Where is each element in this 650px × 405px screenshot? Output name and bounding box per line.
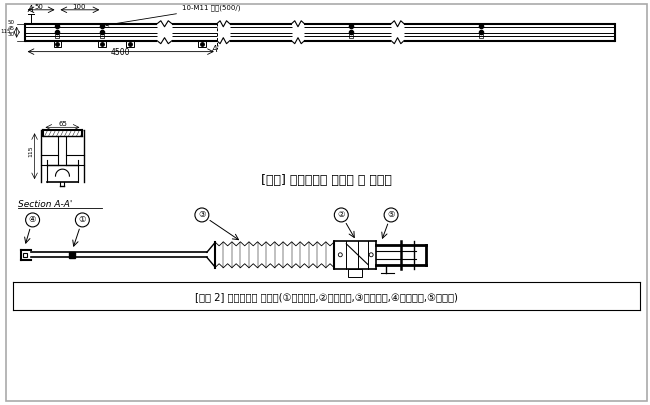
Text: [그림] 강체전차선 평면도 및 단면도: [그림] 강체전차선 평면도 및 단면도 [261,174,392,187]
Text: 10-M11 볼트(500/): 10-M11 볼트(500/) [106,5,240,26]
Bar [478,34,483,38]
Text: ③: ③ [198,211,205,220]
Circle shape [195,208,209,222]
Text: A: A [27,5,33,14]
Text: 30: 30 [8,32,15,37]
Bar [348,269,362,277]
Bar [100,34,104,38]
Text: [그림 2] 강체전차선 브래킷(①머리금구,②꼬리금구,③장간애자,④접지걸이,⑤힌지핀): [그림 2] 강체전차선 브래킷(①머리금구,②꼬리금구,③장간애자,④접지걸이… [195,292,458,302]
Circle shape [338,253,343,257]
Bar [198,40,206,47]
Text: 50: 50 [8,20,15,25]
Circle shape [334,208,348,222]
Text: 115: 115 [0,29,10,34]
Circle shape [369,253,373,257]
Bar [349,34,353,38]
Text: Section A-A': Section A-A' [18,200,72,209]
Circle shape [75,213,89,227]
Text: ①: ① [79,215,86,224]
Text: A': A' [212,45,220,53]
Text: 115: 115 [28,145,33,157]
Text: 4500: 4500 [111,48,130,57]
Circle shape [384,208,398,222]
Bar [126,40,134,47]
Circle shape [25,213,40,227]
Bar [53,40,62,47]
Bar [55,34,60,38]
Text: 100: 100 [73,4,86,10]
Text: 50: 50 [34,4,43,10]
Text: ⑤: ⑤ [387,211,395,220]
Text: ④: ④ [29,215,36,224]
Text: 45: 45 [8,26,15,31]
Text: 65: 65 [58,122,67,127]
Text: ②: ② [337,211,345,220]
Bar [23,253,27,257]
Bar [98,40,107,47]
